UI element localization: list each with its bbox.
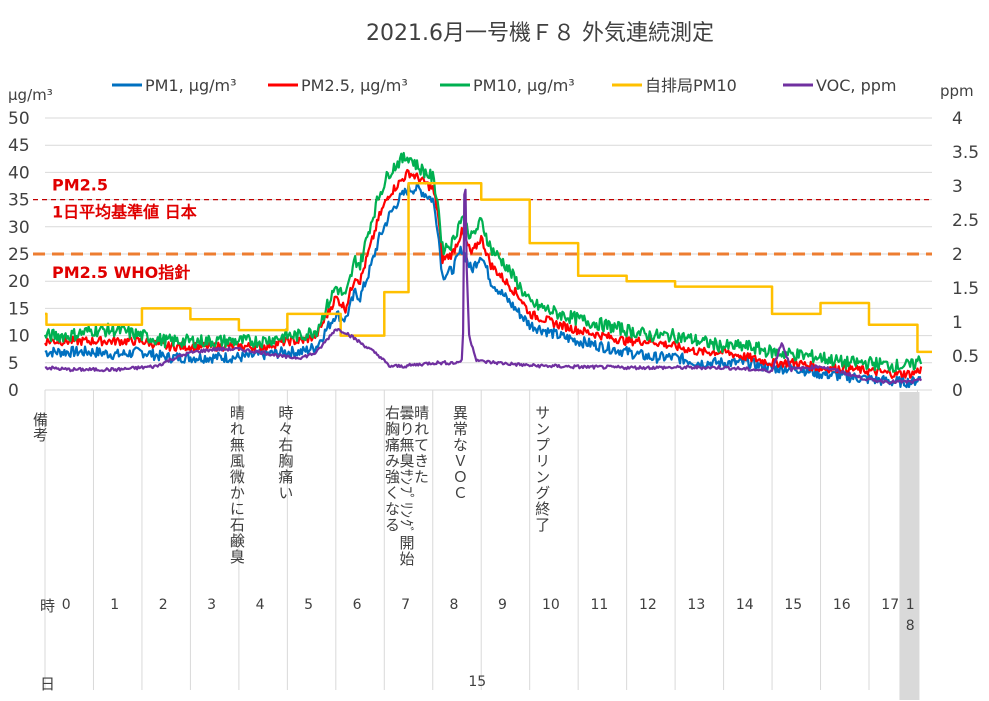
x-tick-label: 5 (304, 597, 313, 613)
remarks-layer: 晴れ無風微かに石鹸臭 時々右胸痛い 右胸痛み強くなる曇り無臭ｻﾝﾌﾟﾘﾝｸﾞ開始晴れ… (228, 405, 551, 567)
x-tick-label: 16 (833, 597, 851, 613)
reference-label: 1日平均基準値 日本 (52, 203, 197, 222)
y-left-tick-label: 15 (8, 299, 30, 319)
y-right-tick-label: 0.5 (952, 347, 979, 367)
plot-grid (45, 117, 932, 391)
series-line (44, 188, 923, 385)
x-tick-label: 12 (639, 597, 657, 613)
y-left-tick-label: 10 (8, 327, 30, 347)
x-tick-label: 2 (159, 597, 168, 613)
legend-label: PM2.5, μg/m³ (301, 76, 408, 95)
x-tick-label: 0 (62, 597, 71, 613)
y-right-tick-label: 1.5 (952, 279, 979, 299)
x-tick-label: 8 (906, 618, 915, 634)
x-tick-label: 3 (207, 597, 216, 613)
x-tick-label: 4 (256, 597, 265, 613)
day-label: 15 (468, 674, 486, 690)
reference-label: PM2.5 WHO指針 (52, 263, 190, 282)
y-left-tick-label: 0 (8, 381, 19, 401)
series-line (44, 182, 922, 389)
remark-text: 異常なＶＯＣ (451, 405, 469, 501)
reference-lines: PM2.5 1日平均基準値 日本 PM2.5 WHO指針 (33, 176, 932, 282)
legend-label: VOC, ppm (816, 76, 897, 95)
y-left-tick-label: 25 (8, 245, 30, 265)
hour-18-shade (899, 392, 920, 700)
x-tick-label: 11 (590, 597, 608, 613)
chart-title: 2021.6月一号機Ｆ８ 外気連続測定 (366, 21, 714, 46)
remark-text: 時々右胸痛い (276, 405, 294, 501)
day-row-label: 日 (40, 675, 55, 693)
remarks-table (44, 390, 920, 700)
x-tick-label: 14 (736, 597, 754, 613)
x-tick-label: 17 (881, 597, 899, 613)
y-left-axis: 0 5 10 15 20 25 30 35 40 45 50 (8, 109, 30, 401)
remark-text: 晴れ無風微かに石鹸臭 (228, 405, 246, 565)
reference-label: PM2.5 (52, 176, 108, 195)
y-left-tick-label: 5 (8, 354, 19, 374)
y-right-tick-label: 3 (952, 177, 963, 197)
hour-row-label: 時 (40, 597, 55, 615)
remark-text: 右胸痛み強くなる (383, 405, 401, 533)
y-right-tick-label: 2 (952, 245, 963, 265)
legend-label: PM10, μg/m³ (473, 76, 575, 95)
x-tick-label: 6 (353, 597, 362, 613)
y-left-tick-label: 35 (8, 191, 30, 211)
x-tick-label: 10 (542, 597, 560, 613)
x-tick-label: 13 (687, 597, 705, 613)
y-right-axis-label: ppm (940, 82, 974, 100)
remarks-row-label: 備考 (31, 412, 49, 442)
series-layer (43, 151, 932, 389)
y-left-tick-label: 50 (8, 109, 30, 129)
y-right-tick-label: 0 (952, 381, 963, 401)
y-right-axis: 0 0.5 1 1.5 2 2.5 3 3.5 4 (952, 109, 979, 401)
x-tick-label: 1 (906, 597, 915, 613)
y-left-axis-label: μg/m³ (8, 86, 53, 104)
y-left-tick-label: 45 (8, 136, 30, 156)
legend-label: 自排局PM10 (645, 76, 737, 95)
series-line (45, 182, 932, 354)
x-tick-label: 1 (110, 597, 119, 613)
remark-text: 晴れてきた (412, 405, 430, 485)
y-left-tick-label: 20 (8, 272, 30, 292)
y-right-tick-label: 4 (952, 109, 963, 129)
remark-text: 曇り無臭ｻﾝﾌﾟﾘﾝｸﾞ開始 (398, 405, 416, 567)
x-tick-label: 7 (401, 597, 410, 613)
legend: PM1, μg/m³ PM2.5, μg/m³ PM10, μg/m³ 自排局PM10… (112, 76, 897, 95)
y-right-tick-label: 3.5 (952, 143, 979, 163)
legend-label: PM1, μg/m³ (145, 76, 237, 95)
x-tick-label: 15 (784, 597, 802, 613)
y-right-tick-label: 1 (952, 313, 963, 333)
y-right-tick-label: 2.5 (952, 211, 979, 231)
x-axis-hour-labels: 0 1 2 3 4 5 6 7 8 9 10 11 12 13 14 15 16 17 18 (62, 597, 915, 634)
y-left-tick-label: 40 (8, 163, 30, 183)
x-tick-label: 8 (450, 597, 459, 613)
x-tick-label: 9 (498, 597, 507, 613)
y-left-tick-label: 30 (8, 218, 30, 238)
remark-text: サンプリング終了 (533, 405, 551, 533)
series-line (43, 151, 923, 373)
